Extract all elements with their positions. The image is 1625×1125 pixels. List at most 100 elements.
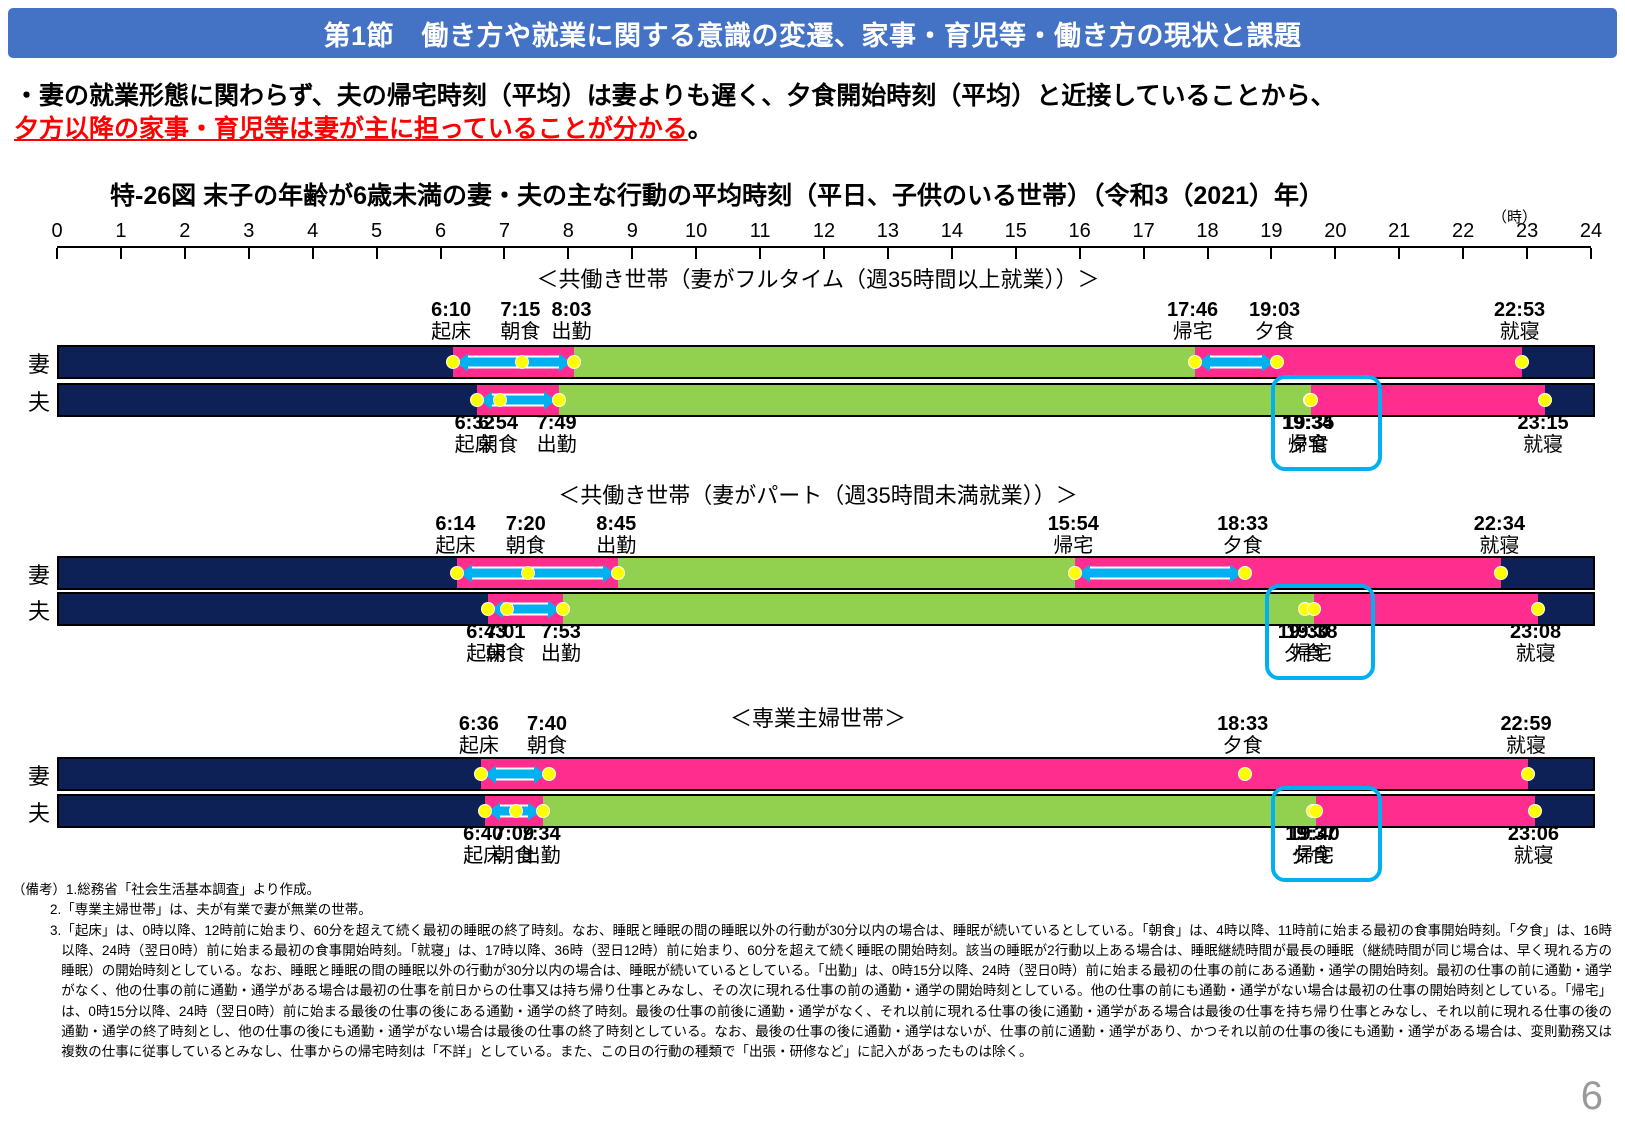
event-marker — [611, 566, 626, 580]
timeline-segment-sleep — [59, 594, 489, 624]
event-activity: 起床 — [463, 845, 504, 868]
event-marker — [1309, 804, 1324, 818]
event-label: 7:34 出勤 — [521, 823, 561, 868]
event-marker — [478, 804, 493, 818]
timeline-segment-home — [1313, 594, 1538, 624]
event-time: 22:34 — [1473, 513, 1525, 535]
event-marker — [473, 767, 488, 781]
event-marker — [566, 355, 581, 369]
event-activity: 朝食 — [527, 735, 568, 758]
axis-tick-label: 18 — [1196, 220, 1219, 242]
lead-line-2: 夕方以降の家事・育児等は妻が主に担っていることが分かる。 — [14, 113, 1614, 146]
timeline-segment-home — [457, 558, 619, 588]
event-label: 23:06 就寝 — [1508, 823, 1559, 868]
event-time: 7:53 — [540, 621, 581, 643]
event-marker — [509, 804, 523, 818]
timeline-segment-work — [558, 385, 1311, 415]
duration-arrow — [466, 355, 561, 369]
axis-tick-mark — [1526, 248, 1529, 259]
event-marker — [1187, 355, 1202, 369]
axis-tick-label: 0 — [51, 220, 63, 242]
timeline-segment-sleep — [1535, 796, 1593, 826]
axis-tick-mark — [375, 248, 378, 259]
timeline-segment-home — [1075, 558, 1502, 588]
axis-tick-label: 19 — [1260, 220, 1283, 242]
timeline-segment-work — [618, 558, 1076, 588]
page-number: 6 — [1580, 1074, 1603, 1118]
axis-tick-mark — [1398, 248, 1401, 259]
event-time: 7:01 — [485, 621, 526, 643]
event-time: 7:49 — [536, 412, 577, 434]
timeline-segment-home — [1316, 796, 1536, 826]
event-label: 22:34 就寝 — [1474, 513, 1525, 558]
event-label: 15:54 帰宅 — [1048, 513, 1099, 558]
axis-tick-mark — [1270, 248, 1273, 259]
event-activity: 起床 — [466, 643, 507, 666]
event-time: 23:06 — [1507, 823, 1560, 845]
timeline-segment-home — [476, 385, 559, 415]
event-label: 6:36 起床 — [459, 713, 499, 758]
axis-tick-label: 7 — [498, 220, 510, 242]
event-time: 6:14 — [435, 513, 476, 535]
event-marker — [1530, 602, 1545, 616]
event-marker — [1538, 393, 1553, 407]
timeline-bar — [57, 592, 1595, 626]
event-activity: 就寝 — [1499, 321, 1540, 344]
event-marker — [481, 602, 496, 616]
event-label: 6:43 起床 — [466, 621, 506, 666]
event-time: 19:34 — [1282, 412, 1334, 434]
axis-tick-mark — [1334, 248, 1337, 259]
event-activity: 就寝 — [1513, 845, 1554, 868]
event-marker — [1269, 355, 1284, 369]
lead-line-1: ・妻の就業形態に関わらず、夫の帰宅時刻（平均）は妻よりも遅く、夕食開始時刻（平均… — [14, 82, 1336, 110]
footnote-text-1: 総務省「社会生活基本調査」より作成。 — [77, 882, 320, 897]
axis-line — [57, 246, 1591, 248]
event-marker — [1237, 566, 1252, 580]
event-label: 7:40 朝食 — [527, 713, 567, 758]
axis-tick-label: 22 — [1452, 220, 1475, 242]
timeline-segment-work — [562, 594, 1314, 624]
timeline-segment-sleep — [1501, 558, 1593, 588]
lead-line-2-emphasis: 夕方以降の家事・育児等は妻が主に担っていることが分かる — [14, 115, 688, 143]
event-marker — [450, 566, 465, 580]
event-activity: 朝食 — [494, 845, 534, 868]
duration-arrow — [1207, 355, 1264, 369]
event-label: 19:30 夕食 — [1278, 621, 1329, 666]
timeline-segment-sleep — [1528, 759, 1593, 789]
event-activity: 朝食 — [485, 643, 526, 666]
timeline-segment-sleep — [1521, 347, 1593, 377]
banner-title: 第1節 働き方や就業に関する意識の変遷、家事・育児等・働き方の現状と課題 — [323, 20, 1302, 51]
timeline-segment-sleep — [59, 558, 458, 588]
event-time: 6:40 — [463, 823, 504, 845]
event-marker — [551, 393, 566, 407]
event-time: 15:54 — [1047, 513, 1099, 535]
event-label: 19:40 帰宅 — [1288, 823, 1339, 868]
event-label: 6:32 起床 — [455, 412, 495, 457]
time-axis: （時） 0 1 2 3 4 5 6 7 8 9 10 11 12 13 14 15 16 17 18 19 20 21 22… — [0, 206, 1625, 259]
axis-tick-mark — [695, 248, 698, 259]
row-label-wife: 妻 — [27, 764, 50, 789]
event-activity: 夕食 — [1222, 535, 1263, 558]
axis-tick-label: 5 — [371, 220, 383, 242]
event-time: 6:36 — [458, 713, 499, 735]
event-activity: 起床 — [454, 434, 495, 457]
event-activity: 出勤 — [596, 535, 637, 558]
footnote-text-2: 「専業主婦世帯」は、夫が有業で妻が無業の世帯。 — [61, 902, 372, 918]
axis-tick-mark — [1014, 248, 1017, 259]
event-time: 19:30 — [1277, 621, 1329, 643]
group-heading: ＜共働き世帯（妻がパート（週35時間未満就業））＞ — [558, 483, 1078, 508]
axis-tick-label: 24 — [1579, 220, 1603, 242]
event-marker — [1306, 602, 1321, 616]
axis-tick-label: 13 — [876, 220, 900, 242]
timeline-segment-home — [480, 759, 1528, 789]
event-marker — [493, 393, 508, 407]
event-activity: 朝食 — [505, 535, 546, 558]
axis-tick-label: 11 — [749, 220, 771, 242]
row-label-wife: 妻 — [27, 563, 50, 588]
timeline-segment-home — [1310, 385, 1546, 415]
event-activity: 出勤 — [536, 434, 577, 457]
axis-tick-label: 2 — [179, 220, 191, 242]
timeline-segment-home — [1194, 347, 1522, 377]
event-label: 22:53 就寝 — [1494, 299, 1545, 344]
event-time: 19:03 — [1249, 299, 1301, 321]
